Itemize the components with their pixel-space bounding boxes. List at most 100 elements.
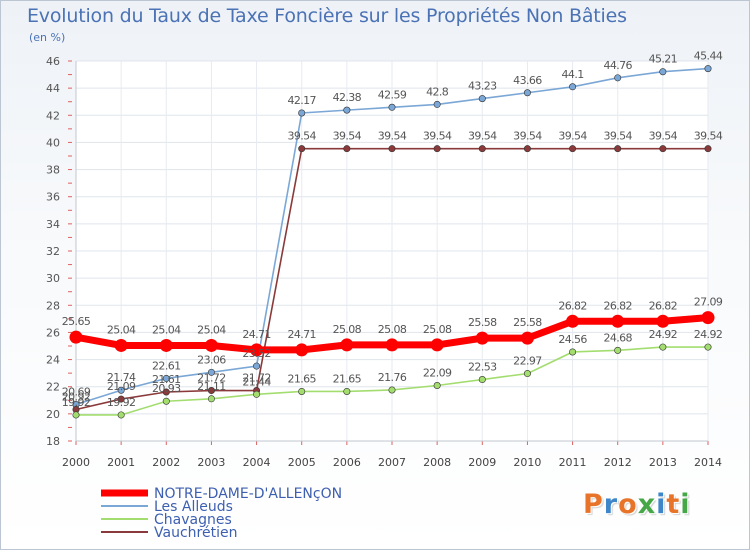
data-label: 24.71 xyxy=(287,328,316,341)
data-point xyxy=(659,145,667,153)
data-label: 39.54 xyxy=(468,130,497,143)
data-point xyxy=(566,314,580,328)
y-tick-label: 30 xyxy=(46,272,60,285)
data-point xyxy=(569,145,577,153)
x-tick-label: 2000 xyxy=(62,456,90,469)
data-point xyxy=(253,390,261,398)
data-point xyxy=(478,95,486,103)
data-point xyxy=(478,376,486,384)
logo-letter: t xyxy=(666,489,681,520)
data-label: 39.54 xyxy=(694,130,723,143)
y-tick-label: 46 xyxy=(46,55,60,68)
data-label: 44.1 xyxy=(562,68,584,81)
y-tick-label: 18 xyxy=(46,435,60,448)
logo-letter: P xyxy=(583,489,604,520)
data-point xyxy=(614,346,622,354)
data-label: 21.72 xyxy=(242,372,271,385)
legend-label: NOTRE-DAME-D'ALLENçON xyxy=(154,486,342,502)
data-point xyxy=(523,145,531,153)
data-label: 21.09 xyxy=(107,380,136,393)
data-label: 19.92 xyxy=(62,396,91,409)
data-point xyxy=(253,362,261,370)
data-point xyxy=(614,74,622,82)
data-point xyxy=(659,343,667,351)
logo-letter: o xyxy=(618,489,638,520)
data-label: 39.54 xyxy=(649,130,678,143)
data-label: 21.65 xyxy=(287,372,316,385)
y-tick-label: 38 xyxy=(46,164,60,177)
data-label: 42.8 xyxy=(426,85,449,98)
data-label: 26.82 xyxy=(603,299,632,312)
x-tick-label: 2003 xyxy=(197,456,225,469)
data-point xyxy=(207,395,215,403)
data-label: 39.54 xyxy=(378,130,407,143)
data-label: 39.54 xyxy=(333,130,362,143)
data-point xyxy=(433,100,441,108)
data-point xyxy=(701,311,715,325)
legend-label: Vauchrétien xyxy=(154,525,237,541)
data-point xyxy=(520,331,534,345)
data-point xyxy=(659,68,667,76)
data-label: 42.38 xyxy=(333,91,362,104)
y-tick-label: 20 xyxy=(46,408,60,421)
data-label: 25.08 xyxy=(333,323,362,336)
legend-label: Les Alleuds xyxy=(154,499,233,515)
data-label: 21.76 xyxy=(378,371,407,384)
y-tick-label: 28 xyxy=(46,299,60,312)
series-3 xyxy=(72,145,712,414)
series-2 xyxy=(72,343,712,419)
logo-letter: r xyxy=(603,489,619,520)
data-label: 24.68 xyxy=(603,331,632,344)
data-point xyxy=(117,386,125,394)
data-label: 19.92 xyxy=(107,396,136,409)
data-label: 27.09 xyxy=(694,296,723,309)
data-point xyxy=(430,338,444,352)
x-tick-label: 2014 xyxy=(694,456,722,469)
data-point xyxy=(523,370,531,378)
data-point xyxy=(704,65,712,73)
data-point xyxy=(340,338,354,352)
y-tick-label: 36 xyxy=(46,191,60,204)
data-point xyxy=(295,343,309,357)
data-label: 25.04 xyxy=(152,323,181,336)
data-point xyxy=(298,145,306,153)
data-point xyxy=(69,330,83,344)
data-label: 25.08 xyxy=(423,323,452,336)
y-tick-label: 26 xyxy=(46,326,60,339)
data-point xyxy=(117,395,125,403)
data-label: 45.21 xyxy=(649,53,678,66)
data-label: 24.92 xyxy=(649,328,678,341)
series-0 xyxy=(69,311,715,357)
x-tick-label: 2004 xyxy=(243,456,271,469)
x-tick-label: 2010 xyxy=(513,456,541,469)
data-label: 25.08 xyxy=(378,323,407,336)
data-label: 21.11 xyxy=(197,380,226,393)
x-tick-label: 2007 xyxy=(378,456,406,469)
data-label: 21.65 xyxy=(333,372,362,385)
x-tick-label: 2011 xyxy=(559,456,587,469)
x-tick-label: 2013 xyxy=(649,456,677,469)
data-point xyxy=(207,387,215,395)
y-tick-label: 44 xyxy=(46,82,60,95)
data-point xyxy=(162,374,170,382)
data-label: 20.92 xyxy=(62,391,91,404)
data-point xyxy=(250,343,264,357)
data-label: 21.72 xyxy=(197,372,226,385)
logo-letter: i xyxy=(680,489,691,520)
y-tick-label: 32 xyxy=(46,245,60,258)
data-label: 22.09 xyxy=(423,366,452,379)
data-label: 24.56 xyxy=(558,333,587,346)
data-point xyxy=(162,397,170,405)
data-point xyxy=(385,338,399,352)
data-label: 24.71 xyxy=(242,328,271,341)
data-point xyxy=(704,343,712,351)
data-label: 42.59 xyxy=(378,88,407,101)
data-point xyxy=(656,314,670,328)
data-point xyxy=(207,368,215,376)
data-label: 42.17 xyxy=(287,94,316,107)
data-point xyxy=(523,89,531,97)
data-label: 39.54 xyxy=(513,130,542,143)
data-point xyxy=(204,338,218,352)
